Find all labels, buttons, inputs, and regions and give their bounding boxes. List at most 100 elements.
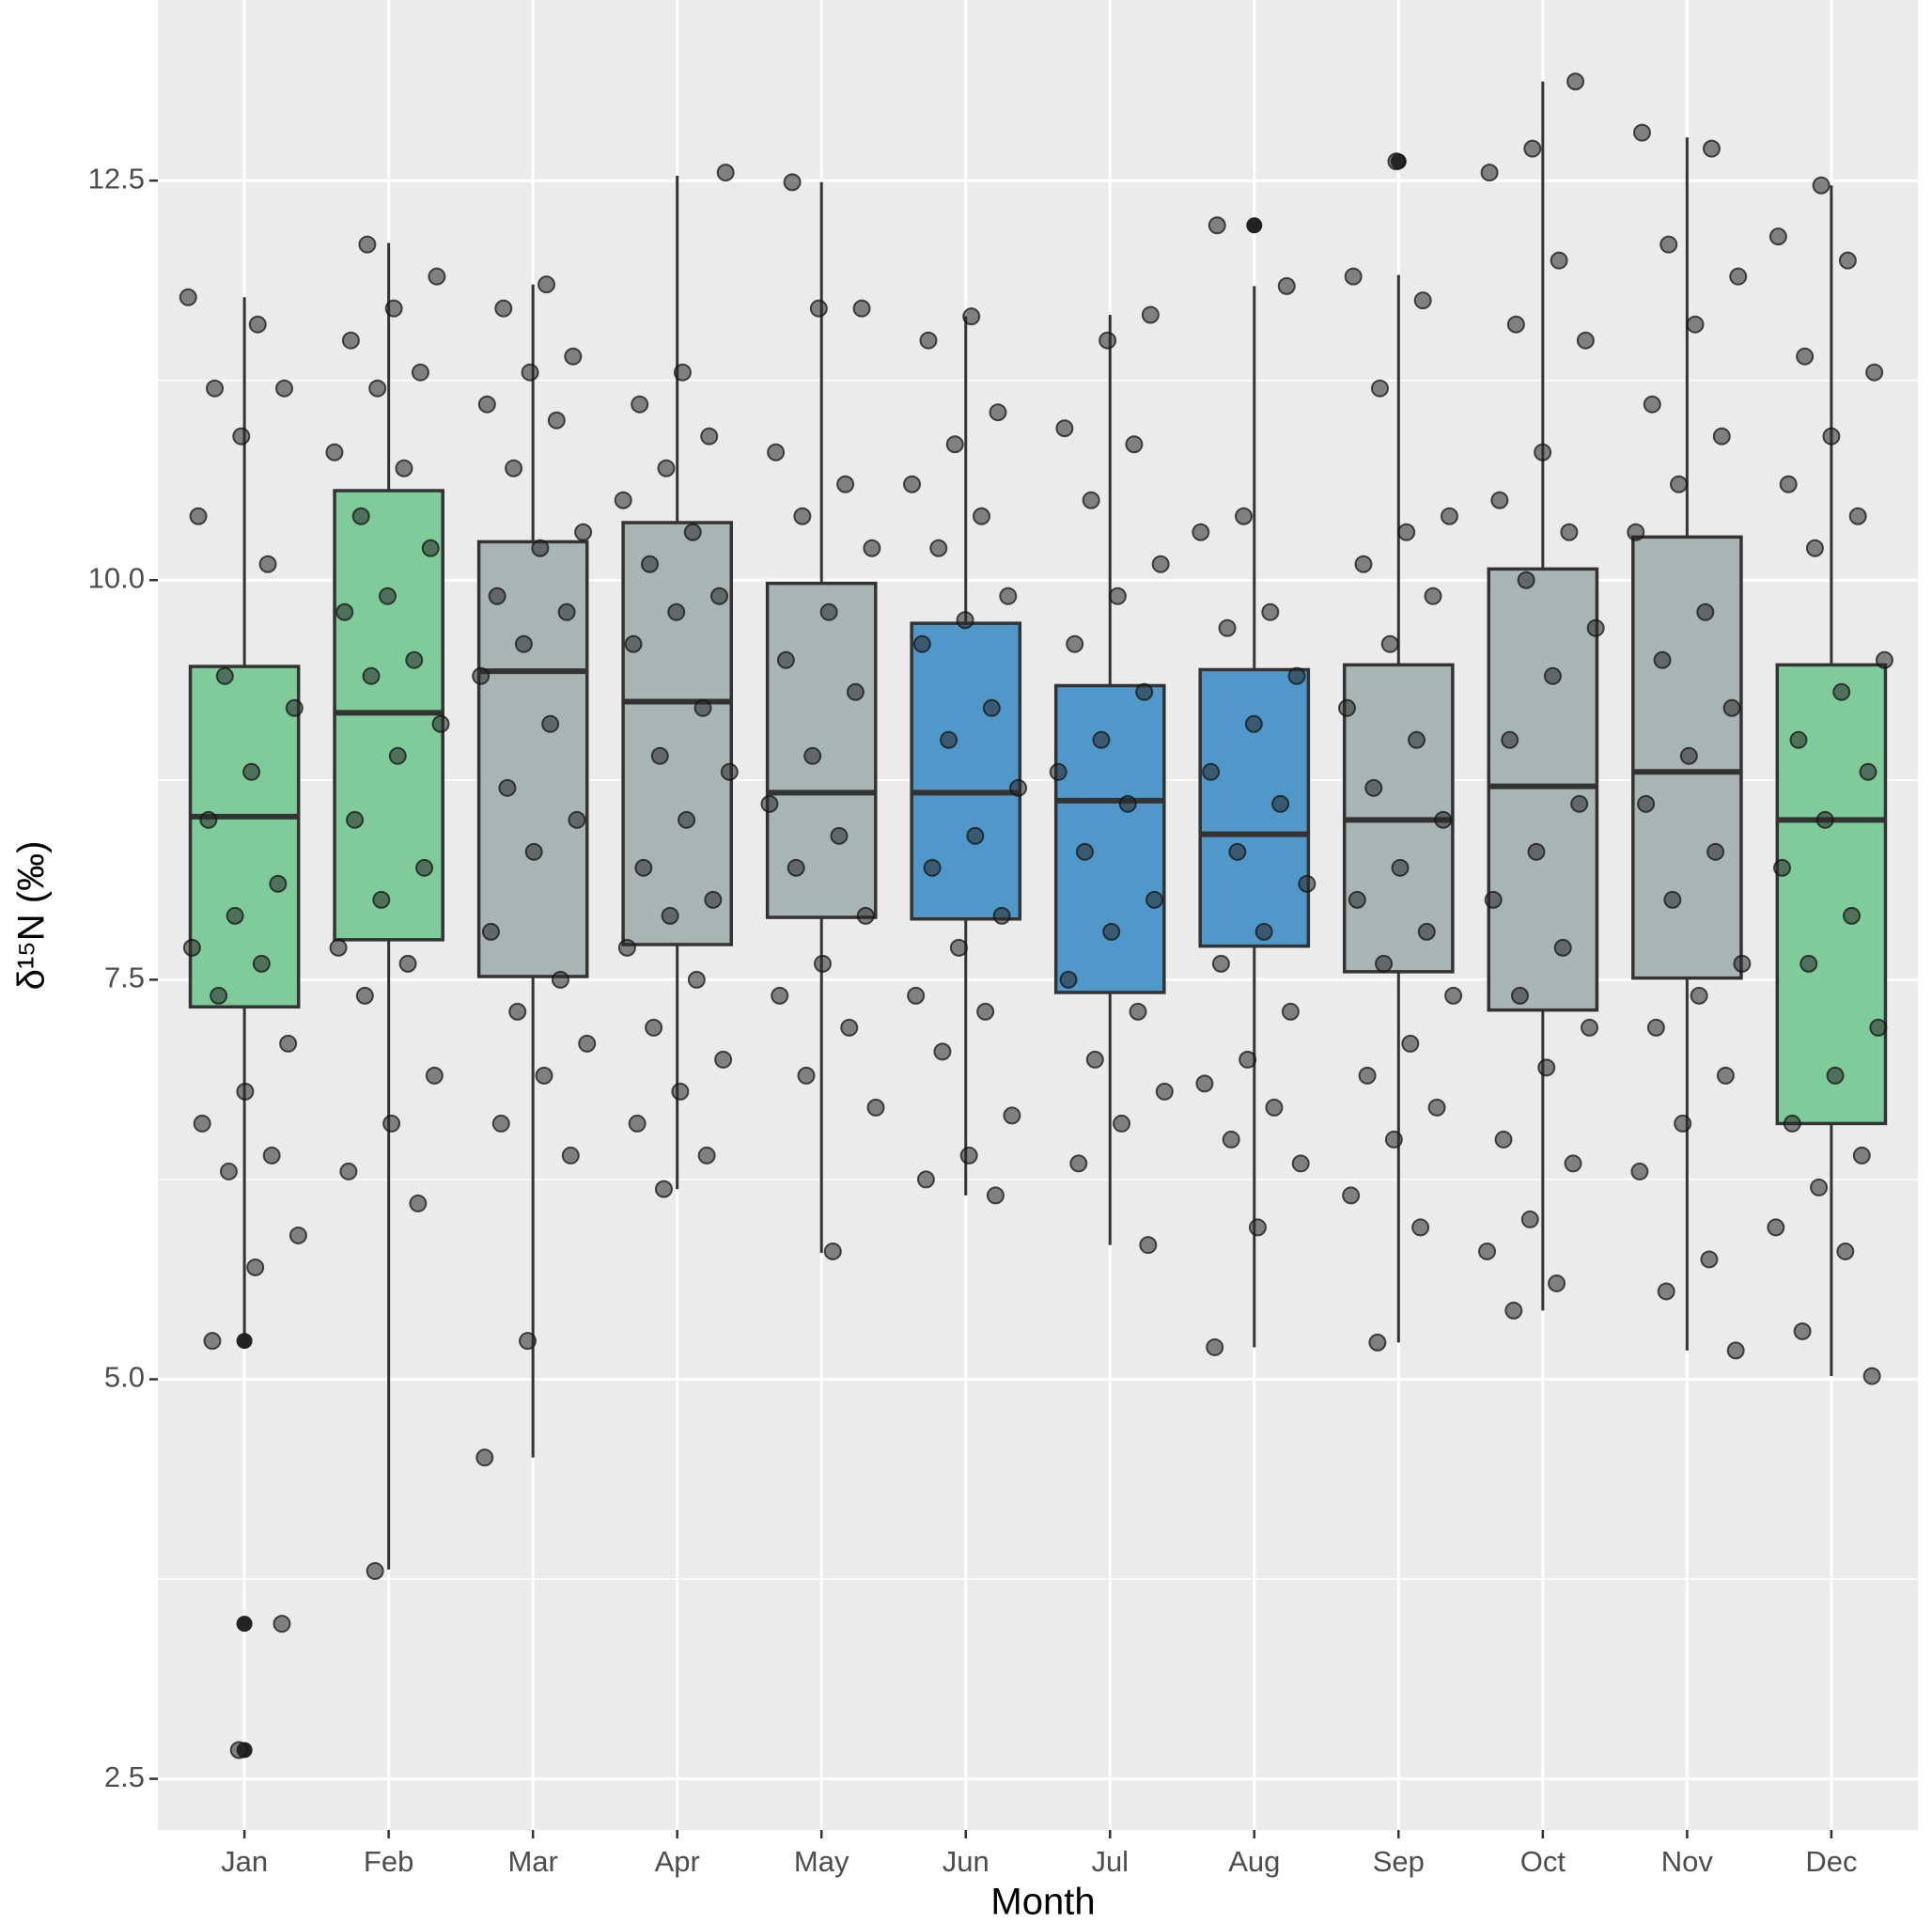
jitter-point: [846, 682, 865, 701]
jitter-point: [863, 539, 881, 557]
jitter-point: [535, 1066, 553, 1085]
jitter-point: [771, 986, 789, 1005]
jitter-point: [657, 459, 676, 477]
jitter-point: [1125, 435, 1144, 454]
jitter-point: [1380, 634, 1399, 653]
jitter-point: [1202, 762, 1221, 781]
jitter-point: [687, 970, 706, 989]
y-tick-label: 7.5: [104, 962, 145, 994]
jitter-point: [551, 970, 569, 989]
jitter-point: [1102, 922, 1121, 941]
jitter-point: [1700, 1250, 1719, 1269]
jitter-point: [411, 363, 429, 382]
jitter-point: [384, 299, 403, 318]
jitter-point: [1783, 1114, 1801, 1133]
jitter-point: [179, 288, 197, 306]
outlier: [236, 1616, 253, 1633]
jitter-point: [568, 810, 586, 829]
jitter-point: [1478, 1242, 1497, 1260]
jitter-point: [1277, 276, 1296, 295]
jitter-point: [1384, 1130, 1403, 1149]
jitter-point: [341, 331, 360, 350]
jitter-point: [1690, 986, 1708, 1005]
x-tick-label: Apr: [655, 1845, 700, 1878]
jitter-point: [346, 810, 365, 829]
jitter-point: [1344, 267, 1363, 286]
jitter-point: [678, 810, 696, 829]
box: [188, 664, 301, 1009]
jitter-point: [242, 762, 261, 781]
jitter-point: [248, 315, 267, 334]
jitter-point: [1118, 794, 1137, 813]
y-axis-title: δ¹⁵N (‰): [11, 841, 53, 991]
jitter-point: [1368, 1333, 1387, 1352]
jitter-point: [634, 858, 653, 877]
jitter-point: [199, 810, 218, 829]
jitter-point: [1768, 227, 1787, 246]
jitter-point: [819, 602, 838, 621]
jitter-point: [182, 938, 201, 957]
jitter-point: [1838, 251, 1857, 270]
x-tick-label: Oct: [1520, 1845, 1566, 1878]
jitter-point: [907, 986, 926, 1005]
jitter-point: [661, 906, 679, 925]
x-tick-label: Mar: [507, 1845, 557, 1878]
jitter-point: [1211, 954, 1230, 973]
jitter-point: [1527, 842, 1546, 861]
outlier: [236, 1333, 253, 1350]
jitter-point: [1235, 507, 1254, 525]
jitter-point: [1789, 730, 1808, 749]
jitter-point: [1566, 72, 1585, 91]
jitter-point: [210, 986, 228, 1005]
jitter-point: [1716, 1066, 1735, 1085]
jitter-point: [203, 1332, 222, 1351]
x-tick-label: Feb: [364, 1845, 413, 1878]
jitter-point: [923, 858, 942, 877]
jitter-point: [1427, 1098, 1446, 1117]
jitter-point: [1852, 1146, 1871, 1165]
jitter-point: [335, 602, 354, 621]
jitter-point: [1657, 1282, 1675, 1301]
jitter-point: [215, 666, 234, 685]
jitter-point: [973, 507, 991, 525]
jitter-point: [1580, 1018, 1598, 1037]
jitter-point: [288, 1226, 307, 1244]
jitter-point: [1832, 682, 1851, 701]
jitter-point: [760, 794, 779, 813]
jitter-point: [547, 411, 566, 430]
jitter-point: [1548, 1274, 1566, 1292]
jitter-point: [836, 475, 855, 493]
jitter-point: [339, 1162, 358, 1180]
jitter-point: [1261, 602, 1280, 621]
jitter-point: [425, 1066, 444, 1085]
jitter-point: [325, 443, 344, 461]
jitter-point: [329, 938, 348, 957]
jitter-point: [1643, 395, 1661, 414]
jitter-point: [252, 954, 271, 973]
jitter-point: [1254, 922, 1273, 941]
jitter-point: [650, 746, 669, 765]
x-tick-label: Jul: [1091, 1845, 1129, 1878]
jitter-point: [219, 1162, 238, 1180]
jitter-point: [697, 1146, 716, 1165]
jitter-point: [671, 1082, 690, 1101]
jitter-point: [916, 1170, 935, 1189]
jitter-point: [1501, 730, 1519, 749]
jitter-point: [704, 890, 723, 909]
y-tick-label: 10.0: [88, 561, 145, 594]
jitter-point: [986, 1186, 1005, 1205]
jitter-point: [1092, 730, 1111, 749]
jitter-point: [1875, 650, 1893, 669]
jitter-point: [398, 954, 417, 973]
jitter-point: [1862, 1367, 1881, 1385]
jitter-point: [940, 730, 958, 749]
jitter-point: [1510, 986, 1529, 1005]
jitter-point: [1670, 475, 1689, 493]
jitter-point: [999, 586, 1018, 605]
jitter-point: [1859, 762, 1877, 781]
jitter-point: [673, 363, 692, 382]
jitter-point: [982, 698, 1001, 717]
jitter-point: [1576, 331, 1595, 350]
jitter-point: [1082, 491, 1100, 509]
